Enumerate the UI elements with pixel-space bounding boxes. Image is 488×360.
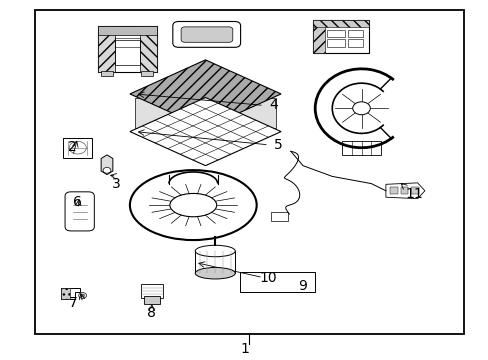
Text: 10: 10 xyxy=(259,271,276,284)
Bar xyxy=(312,21,368,53)
Text: 11: 11 xyxy=(405,186,422,201)
Text: 5: 5 xyxy=(274,138,283,152)
Circle shape xyxy=(352,102,369,115)
Polygon shape xyxy=(61,288,80,299)
Bar xyxy=(101,71,113,76)
Bar xyxy=(35,10,463,334)
Bar xyxy=(312,21,325,53)
Bar xyxy=(341,140,380,155)
Circle shape xyxy=(79,293,86,298)
Bar xyxy=(327,30,344,37)
Bar xyxy=(312,21,368,27)
Text: 2: 2 xyxy=(68,140,77,154)
Text: 3: 3 xyxy=(112,177,121,190)
FancyBboxPatch shape xyxy=(65,192,94,231)
Polygon shape xyxy=(135,98,276,128)
Text: 1: 1 xyxy=(240,342,248,356)
Text: 7: 7 xyxy=(68,296,77,310)
Bar xyxy=(347,30,362,37)
Bar xyxy=(63,138,92,158)
FancyBboxPatch shape xyxy=(172,22,240,47)
Ellipse shape xyxy=(169,193,216,217)
Text: 9: 9 xyxy=(298,279,307,293)
Text: 6: 6 xyxy=(73,194,82,208)
Bar xyxy=(144,296,159,304)
Polygon shape xyxy=(385,183,424,199)
Ellipse shape xyxy=(195,267,235,279)
Bar xyxy=(239,272,315,292)
Bar xyxy=(327,40,344,47)
Bar xyxy=(115,40,140,65)
Polygon shape xyxy=(101,155,113,175)
Bar xyxy=(98,26,157,35)
FancyBboxPatch shape xyxy=(181,27,232,42)
Ellipse shape xyxy=(195,245,235,257)
Text: 8: 8 xyxy=(147,306,156,320)
Bar xyxy=(98,26,157,72)
Text: 4: 4 xyxy=(269,98,278,112)
Bar xyxy=(389,187,397,194)
Bar xyxy=(140,26,157,72)
Circle shape xyxy=(103,167,111,173)
Bar xyxy=(271,212,288,221)
Bar xyxy=(98,26,115,72)
Polygon shape xyxy=(130,60,281,128)
Bar xyxy=(141,71,153,76)
Bar xyxy=(61,288,70,299)
Circle shape xyxy=(81,294,84,297)
Bar xyxy=(347,40,362,47)
Bar xyxy=(410,187,418,194)
Bar xyxy=(195,251,235,273)
Polygon shape xyxy=(130,98,281,166)
Bar xyxy=(141,284,162,298)
Bar xyxy=(400,187,407,194)
